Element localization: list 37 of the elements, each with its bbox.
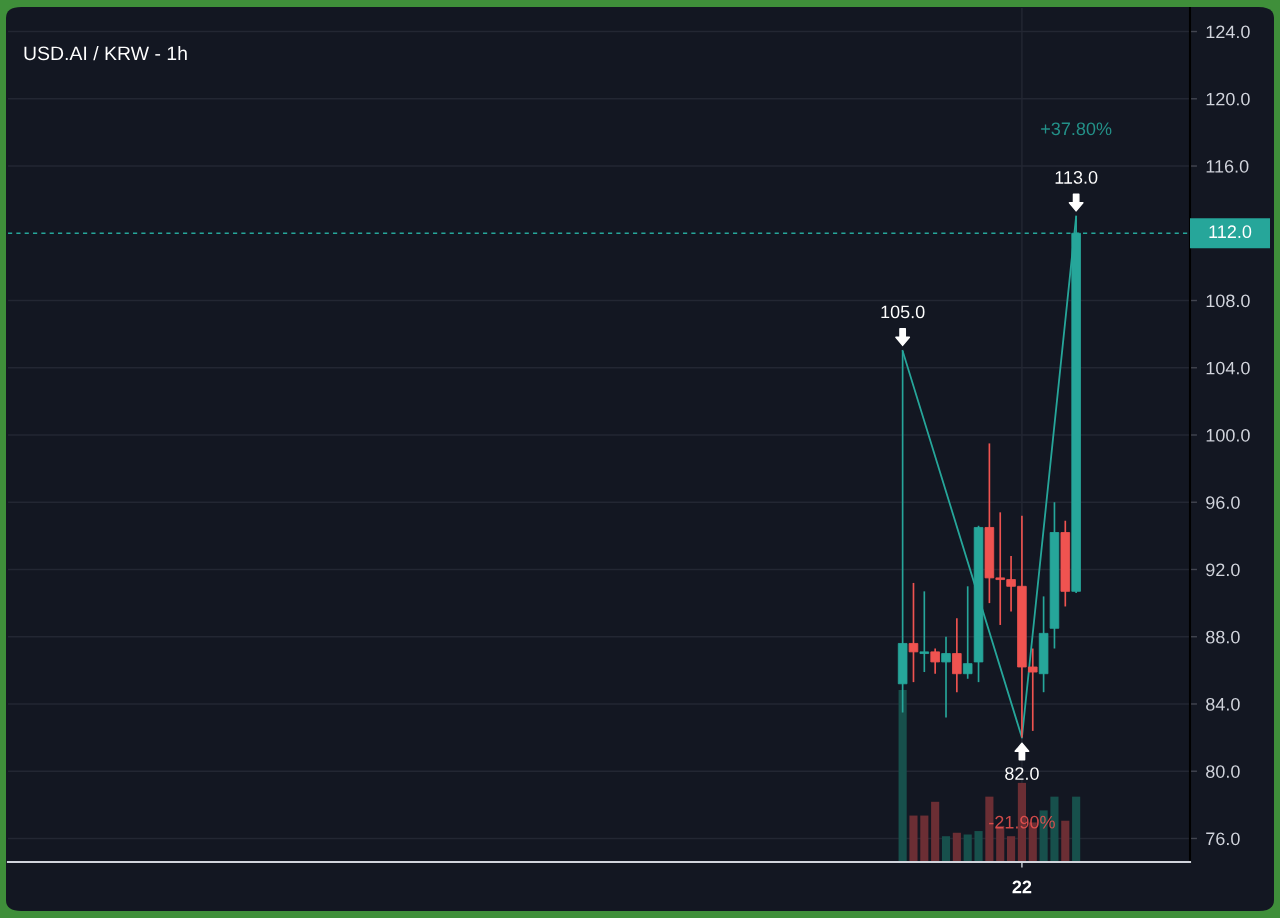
y-tick-label: 92.0 [1206, 563, 1240, 577]
annotation: -21.90% [989, 815, 1055, 829]
y-tick-label: 96.0 [1206, 496, 1240, 509]
y-tick-label: 80.0 [1206, 765, 1240, 778]
candlestick [952, 617, 962, 694]
data-label: 82.0 [1005, 767, 1039, 780]
bar [898, 690, 907, 862]
x-tick-label: 22 [1012, 880, 1032, 894]
y-tick-label: 104.0 [1206, 361, 1250, 375]
annotation: +37.80% [1041, 122, 1112, 136]
bar [1072, 796, 1081, 862]
candlestick [908, 582, 919, 683]
y-tick-label: 84.0 [1206, 697, 1240, 711]
bar [931, 801, 940, 862]
y-tick-label: 108.0 [1206, 294, 1250, 308]
y-tick-label: 100.0 [1206, 428, 1250, 442]
data-label: 113.0 [1055, 171, 1098, 184]
bar [909, 815, 918, 862]
ref-line-label: 112.0 [1209, 225, 1252, 239]
text: USD.AI / KRW - 1h [24, 45, 187, 61]
y-tick-label: 116.0 [1206, 159, 1249, 173]
bar [963, 834, 972, 862]
candlestick [941, 635, 951, 719]
y-tick-label: 120.0 [1206, 92, 1250, 106]
bar [1061, 820, 1070, 862]
bar [974, 831, 983, 862]
bar [920, 815, 929, 862]
candlestick [919, 590, 930, 673]
bar [941, 836, 951, 862]
candlestick [962, 585, 973, 680]
y-tick-label: 124.0 [1206, 25, 1250, 39]
bar [952, 832, 961, 862]
candlestick [930, 647, 940, 675]
data-label: 105.0 [881, 305, 925, 319]
y-tick-label: 76.0 [1206, 832, 1240, 846]
bar [1007, 836, 1016, 862]
y-tick-label: 88.0 [1206, 630, 1240, 644]
